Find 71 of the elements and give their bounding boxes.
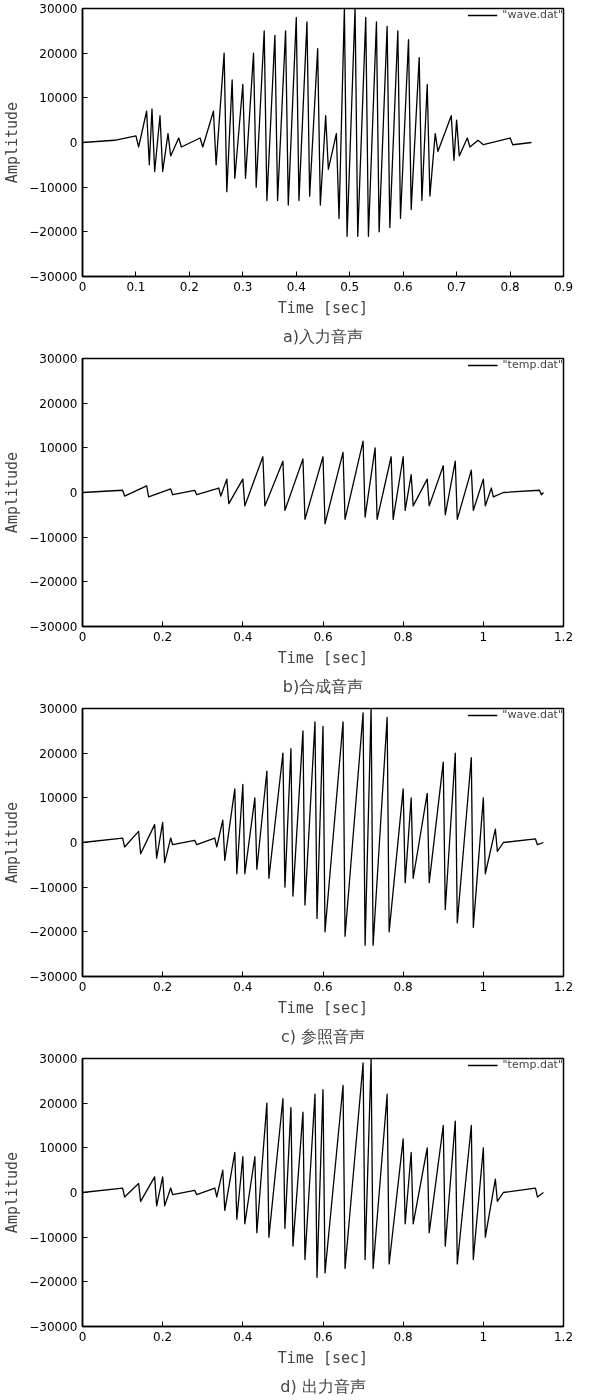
legend-label: "wave.dat" [502,8,563,21]
y-tick-label: 20000 [39,746,78,761]
y-tick-label: 30000 [39,1052,78,1066]
legend-label: "wave.dat" [502,708,563,721]
x-tick-label: 0.4 [233,1329,253,1344]
x-tick-label: 0.1 [126,279,146,294]
x-tick-label: 0.9 [553,279,574,294]
y-tick-label: 10000 [39,1141,78,1156]
y-axis-title: Amplitude [3,451,22,534]
x-tick-label: 0.6 [313,1329,333,1344]
x-tick-label: 0.2 [179,279,199,294]
x-tick-label: 0.7 [447,279,467,294]
y-tick-label: −30000 [29,1320,78,1334]
x-axis-title: Time [sec] [277,1348,369,1367]
y-tick-label: −20000 [29,225,78,240]
y-tick-label: −10000 [29,880,78,895]
x-tick-label: 1.2 [553,629,574,644]
text: a)入力音声 [282,326,364,346]
x-tick-label: 1 [479,979,488,994]
y-tick-label: 0 [69,1186,78,1200]
x-tick-label: 0.8 [393,979,413,994]
y-tick-label: −10000 [29,530,78,545]
x-tick-label: 0.2 [153,1329,173,1344]
x-tick-label: 1.2 [553,979,574,994]
legend-label: "temp.dat" [502,1058,563,1071]
y-tick-label: 10000 [39,91,78,106]
x-tick-label: 0.8 [393,629,413,644]
text: c) 参照音声 [280,1026,366,1046]
y-tick-label: 0 [69,486,78,500]
y-tick-label: 30000 [39,352,78,366]
y-tick-label: 30000 [39,702,78,716]
y-tick-label: −20000 [29,1275,78,1290]
y-tick-label: −10000 [29,1230,78,1245]
legend-label: "temp.dat" [502,358,563,371]
y-tick-label: 30000 [39,2,78,16]
x-tick-label: 0.4 [233,629,253,644]
y-axis-title: Amplitude [3,101,22,184]
x-tick-label: 0.4 [233,979,253,994]
y-axis-title: Amplitude [3,1151,22,1234]
x-axis-title: Time [sec] [277,648,369,667]
x-tick-label: 0.3 [233,279,253,294]
y-tick-label: −30000 [29,620,78,634]
y-tick-label: −20000 [29,925,78,940]
y-tick-label: 20000 [39,396,78,411]
x-tick-label: 1 [479,629,488,644]
y-tick-label: −10000 [29,180,78,195]
y-tick-label: 0 [69,836,78,850]
x-tick-label: 1 [479,1329,488,1344]
x-tick-label: 0.6 [393,279,413,294]
x-tick-label: 0.8 [500,279,520,294]
x-axis-title: Time [sec] [277,998,369,1017]
y-tick-label: 20000 [39,46,78,61]
y-tick-label: 0 [69,136,78,150]
x-axis-title: Time [sec] [277,298,369,317]
y-tick-label: −20000 [29,575,78,590]
text: b)合成音声 [282,676,364,696]
x-tick-label: 0.5 [340,279,360,294]
y-tick-label: 10000 [39,791,78,806]
y-axis-title: Amplitude [3,801,22,884]
y-tick-label: 20000 [39,1096,78,1111]
y-tick-label: −30000 [29,270,78,284]
x-tick-label: 0.4 [286,279,306,294]
y-tick-label: −30000 [29,970,78,984]
text: d) 出力音声 [280,1376,366,1396]
x-tick-label: 0.6 [313,979,333,994]
x-tick-label: 0.2 [153,979,173,994]
y-tick-label: 10000 [39,441,78,456]
x-tick-label: 1.2 [553,1329,574,1344]
x-tick-label: 0.2 [153,629,173,644]
x-tick-label: 0.6 [313,629,333,644]
x-tick-label: 0.8 [393,1329,413,1344]
